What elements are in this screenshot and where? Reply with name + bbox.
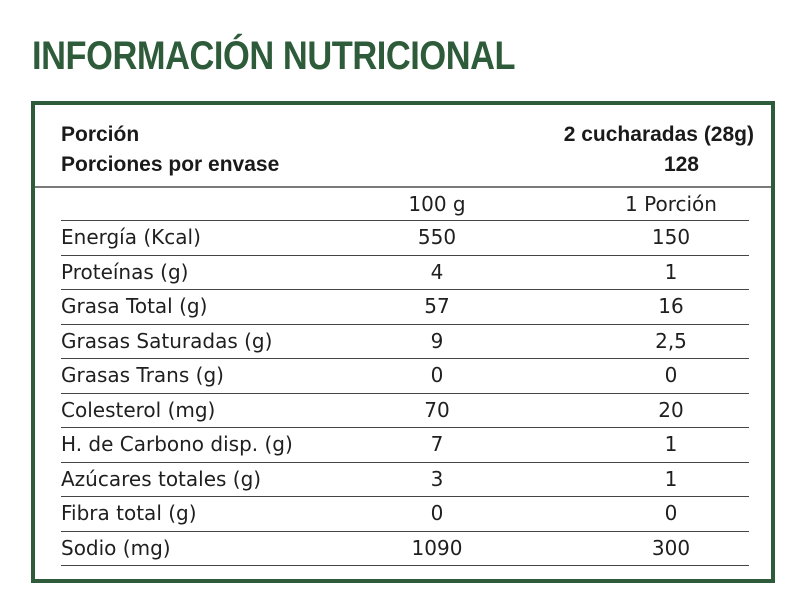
table-row: Sodio (mg) 1090 300 [61, 530, 749, 566]
value-per-portion: 0 [664, 363, 678, 387]
nutrient-name: Fibra total (g) [61, 501, 197, 525]
value-per-100g: 0 [430, 501, 444, 525]
table-row: Energía (Kcal) 550 150 [61, 220, 749, 255]
portion-value: 2 cucharadas (28g) [563, 123, 754, 146]
value-per-100g: 9 [430, 328, 444, 353]
value-per-100g: 0 [430, 363, 444, 387]
nutrient-name: Azúcares totales (g) [61, 466, 262, 491]
value-per-100g: 7 [430, 432, 444, 456]
portions-per-container-label: Porciones por envase [61, 153, 280, 176]
value-per-100g: 550 [417, 225, 457, 249]
nutrient-name: Energía (Kcal) [61, 225, 201, 249]
value-per-100g: 70 [424, 397, 450, 422]
nutrient-name: H. de Carbono disp. (g) [61, 432, 293, 456]
serving-info: Porción 2 cucharadas (28g) Porciones por… [35, 105, 771, 188]
page-title: INFORMACIÓN NUTRICIONAL [32, 34, 516, 78]
value-per-portion: 2,5 [655, 328, 687, 353]
value-per-portion: 16 [658, 294, 684, 318]
table-row: Grasa Total (g) 57 16 [61, 289, 749, 324]
table-row: Proteínas (g) 4 1 [61, 254, 749, 290]
portions-per-container-value: 128 [663, 153, 699, 176]
portion-label: Porción [61, 123, 140, 146]
nutrition-table: Energía (Kcal) 550 150 Proteínas (g) 4 1… [61, 220, 749, 566]
nutrient-name: Grasas Trans (g) [61, 363, 224, 387]
value-per-100g: 4 [430, 259, 444, 284]
value-per-portion: 150 [651, 225, 691, 249]
value-per-100g: 57 [424, 294, 450, 318]
nutrient-name: Grasa Total (g) [61, 294, 208, 318]
table-row: Fibra total (g) 0 0 [61, 496, 749, 531]
nutrient-name: Grasas Saturadas (g) [61, 328, 273, 353]
column-header-100g: 100 g [408, 192, 466, 216]
value-per-portion: 1 [664, 466, 678, 491]
value-per-100g: 3 [430, 466, 444, 491]
value-per-portion: 1 [664, 432, 678, 456]
value-per-portion: 0 [664, 501, 678, 525]
value-per-portion: 300 [651, 535, 691, 560]
table-row: Grasas Trans (g) 0 0 [61, 358, 749, 393]
nutrition-panel: Porción 2 cucharadas (28g) Porciones por… [31, 101, 775, 583]
value-per-100g: 1090 [411, 535, 463, 560]
column-header-portion: 1 Porción [625, 192, 717, 216]
table-row: Azúcares totales (g) 3 1 [61, 461, 749, 497]
nutrient-name: Sodio (mg) [61, 535, 171, 560]
value-per-portion: 20 [658, 397, 684, 422]
nutrient-name: Colesterol (mg) [61, 397, 216, 422]
table-row: Grasas Saturadas (g) 9 2,5 [61, 323, 749, 359]
nutrient-name: Proteínas (g) [61, 259, 189, 284]
table-row: Colesterol (mg) 70 20 [61, 392, 749, 428]
table-row: H. de Carbono disp. (g) 7 1 [61, 427, 749, 462]
value-per-portion: 1 [664, 259, 678, 284]
